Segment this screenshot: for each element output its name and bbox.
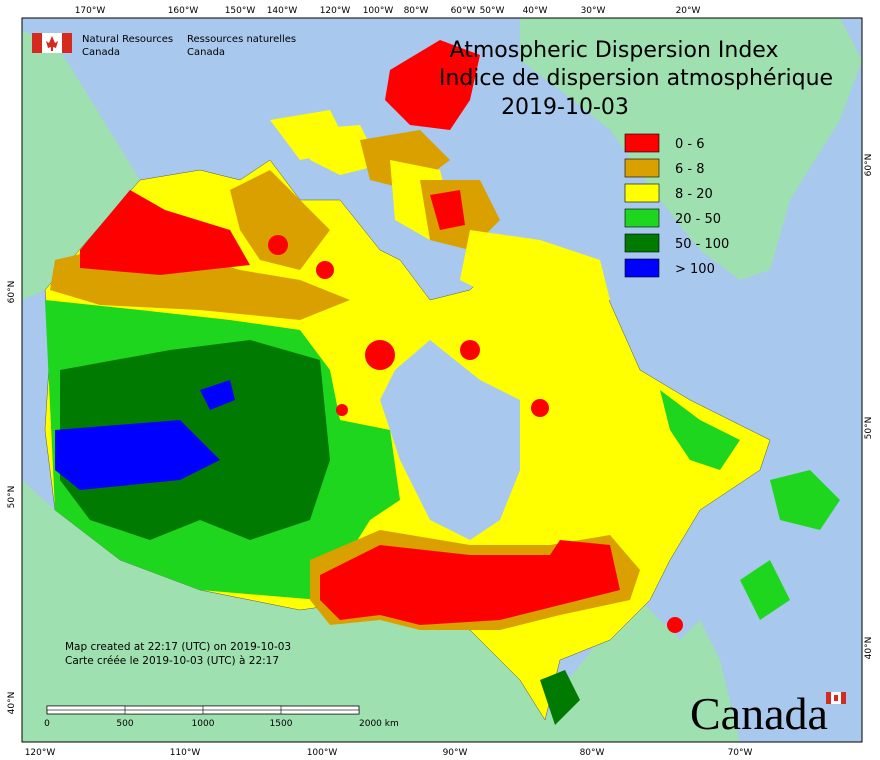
org-en: Natural Resources — [82, 34, 173, 45]
latitude-label: 60°N — [7, 281, 17, 304]
scale-segment — [280, 709, 360, 715]
flag-bar — [841, 692, 846, 704]
header: Natural Resources Canada Ressources natu… — [32, 33, 296, 58]
region — [740, 560, 790, 620]
longitude-label: 120°W — [25, 748, 56, 758]
hot-spot — [531, 399, 549, 417]
longitude-label: 140°W — [267, 6, 298, 16]
date: 2019-10-03 — [501, 95, 629, 120]
legend-label: > 100 — [675, 262, 715, 277]
island — [230, 170, 330, 270]
flag-bar — [32, 33, 42, 53]
scale-label: 500 — [116, 719, 133, 729]
longitude-label: 80°W — [580, 748, 605, 758]
wordmark: Canada — [690, 688, 846, 739]
longitude-label: 170°W — [75, 6, 106, 16]
longitude-label: 20°W — [676, 6, 701, 16]
legend-swatch — [624, 258, 660, 278]
legend-swatch — [624, 133, 660, 153]
hudson-bay — [380, 340, 520, 540]
legend: 0 - 6 6 - 8 8 - 20 20 - 50 50 - 100 > 100 — [624, 133, 729, 278]
title: Atmospheric Dispersion Index — [450, 38, 779, 63]
latitude-label: 60°N — [864, 154, 874, 177]
longitude-label: 40°W — [523, 6, 548, 16]
region — [80, 190, 250, 275]
island — [385, 40, 480, 130]
longitude-label: 60°W — [451, 6, 476, 16]
longitude-label: 90°W — [443, 748, 468, 758]
maple-leaf — [834, 695, 838, 701]
legend-label: 0 - 6 — [675, 137, 705, 152]
scale-segment — [46, 705, 126, 711]
longitude-label: 160°W — [168, 6, 199, 16]
latitude-label: 40°N — [864, 637, 874, 660]
scale-label: 1500 — [270, 719, 293, 729]
hot-spot — [365, 340, 395, 370]
title: Indice de dispersion atmosphérique — [439, 66, 833, 91]
hot-spot — [667, 617, 683, 633]
legend-swatch — [624, 233, 660, 253]
longitude-label: 150°W — [225, 6, 256, 16]
region — [540, 670, 580, 725]
scale-label: 2000 km — [359, 719, 399, 729]
frame-border — [21, 17, 863, 743]
longitude-label: 30°W — [581, 6, 606, 16]
greenland — [520, 18, 862, 280]
legend-swatch — [624, 208, 660, 228]
region — [660, 390, 740, 470]
latitude-label: 50°N — [7, 486, 17, 509]
scale-label: 1000 — [192, 719, 215, 729]
region — [320, 540, 620, 625]
scale-segment — [124, 709, 204, 715]
canada-wordmark: Canada — [690, 688, 828, 739]
note: Carte créée le 2019-10-03 (UTC) à 22:17 — [65, 655, 279, 667]
island — [300, 125, 380, 175]
scale-label: 0 — [44, 719, 50, 729]
legend-swatch — [624, 158, 660, 178]
legend-label: 20 - 50 — [675, 212, 721, 227]
org-en: Canada — [82, 47, 120, 58]
graticule-labels: 170°W 160°W 150°W 140°W 120°W 100°W 80°W 60°W 50… — [7, 6, 874, 758]
map-frame — [21, 17, 863, 743]
note: Map created at 22:17 (UTC) on 2019-10-03 — [65, 641, 291, 653]
longitude-label: 50°W — [480, 6, 505, 16]
longitude-label: 120°W — [320, 6, 351, 16]
org-fr: Ressources naturelles — [187, 34, 296, 45]
latitude-label: 50°N — [864, 417, 874, 440]
flag-bar — [62, 33, 72, 53]
legend-label: 6 - 8 — [675, 162, 705, 177]
scale-bar: 0 500 1000 1500 2000 km — [44, 705, 399, 729]
region — [200, 380, 235, 410]
flag-bar — [826, 692, 831, 704]
alaska — [22, 30, 140, 300]
hot-spot — [336, 404, 348, 416]
longitude-label: 70°W — [728, 748, 753, 758]
legend-label: 50 - 100 — [675, 237, 729, 252]
legend-label: 8 - 20 — [675, 187, 713, 202]
maple-leaf — [46, 36, 58, 51]
org-fr: Canada — [187, 47, 225, 58]
region — [770, 470, 840, 530]
region — [55, 420, 220, 490]
hot-spot — [268, 235, 288, 255]
hot-spot — [460, 340, 480, 360]
hot-spot — [316, 261, 334, 279]
scale-segment — [202, 705, 282, 711]
latitude-label: 40°N — [7, 692, 17, 715]
baffin — [460, 230, 610, 310]
legend-swatch — [624, 183, 660, 203]
hot-spot — [430, 190, 465, 230]
longitude-label: 80°W — [404, 6, 429, 16]
longitude-label: 100°W — [363, 6, 394, 16]
longitude-label: 100°W — [307, 748, 338, 758]
longitude-label: 110°W — [170, 748, 201, 758]
